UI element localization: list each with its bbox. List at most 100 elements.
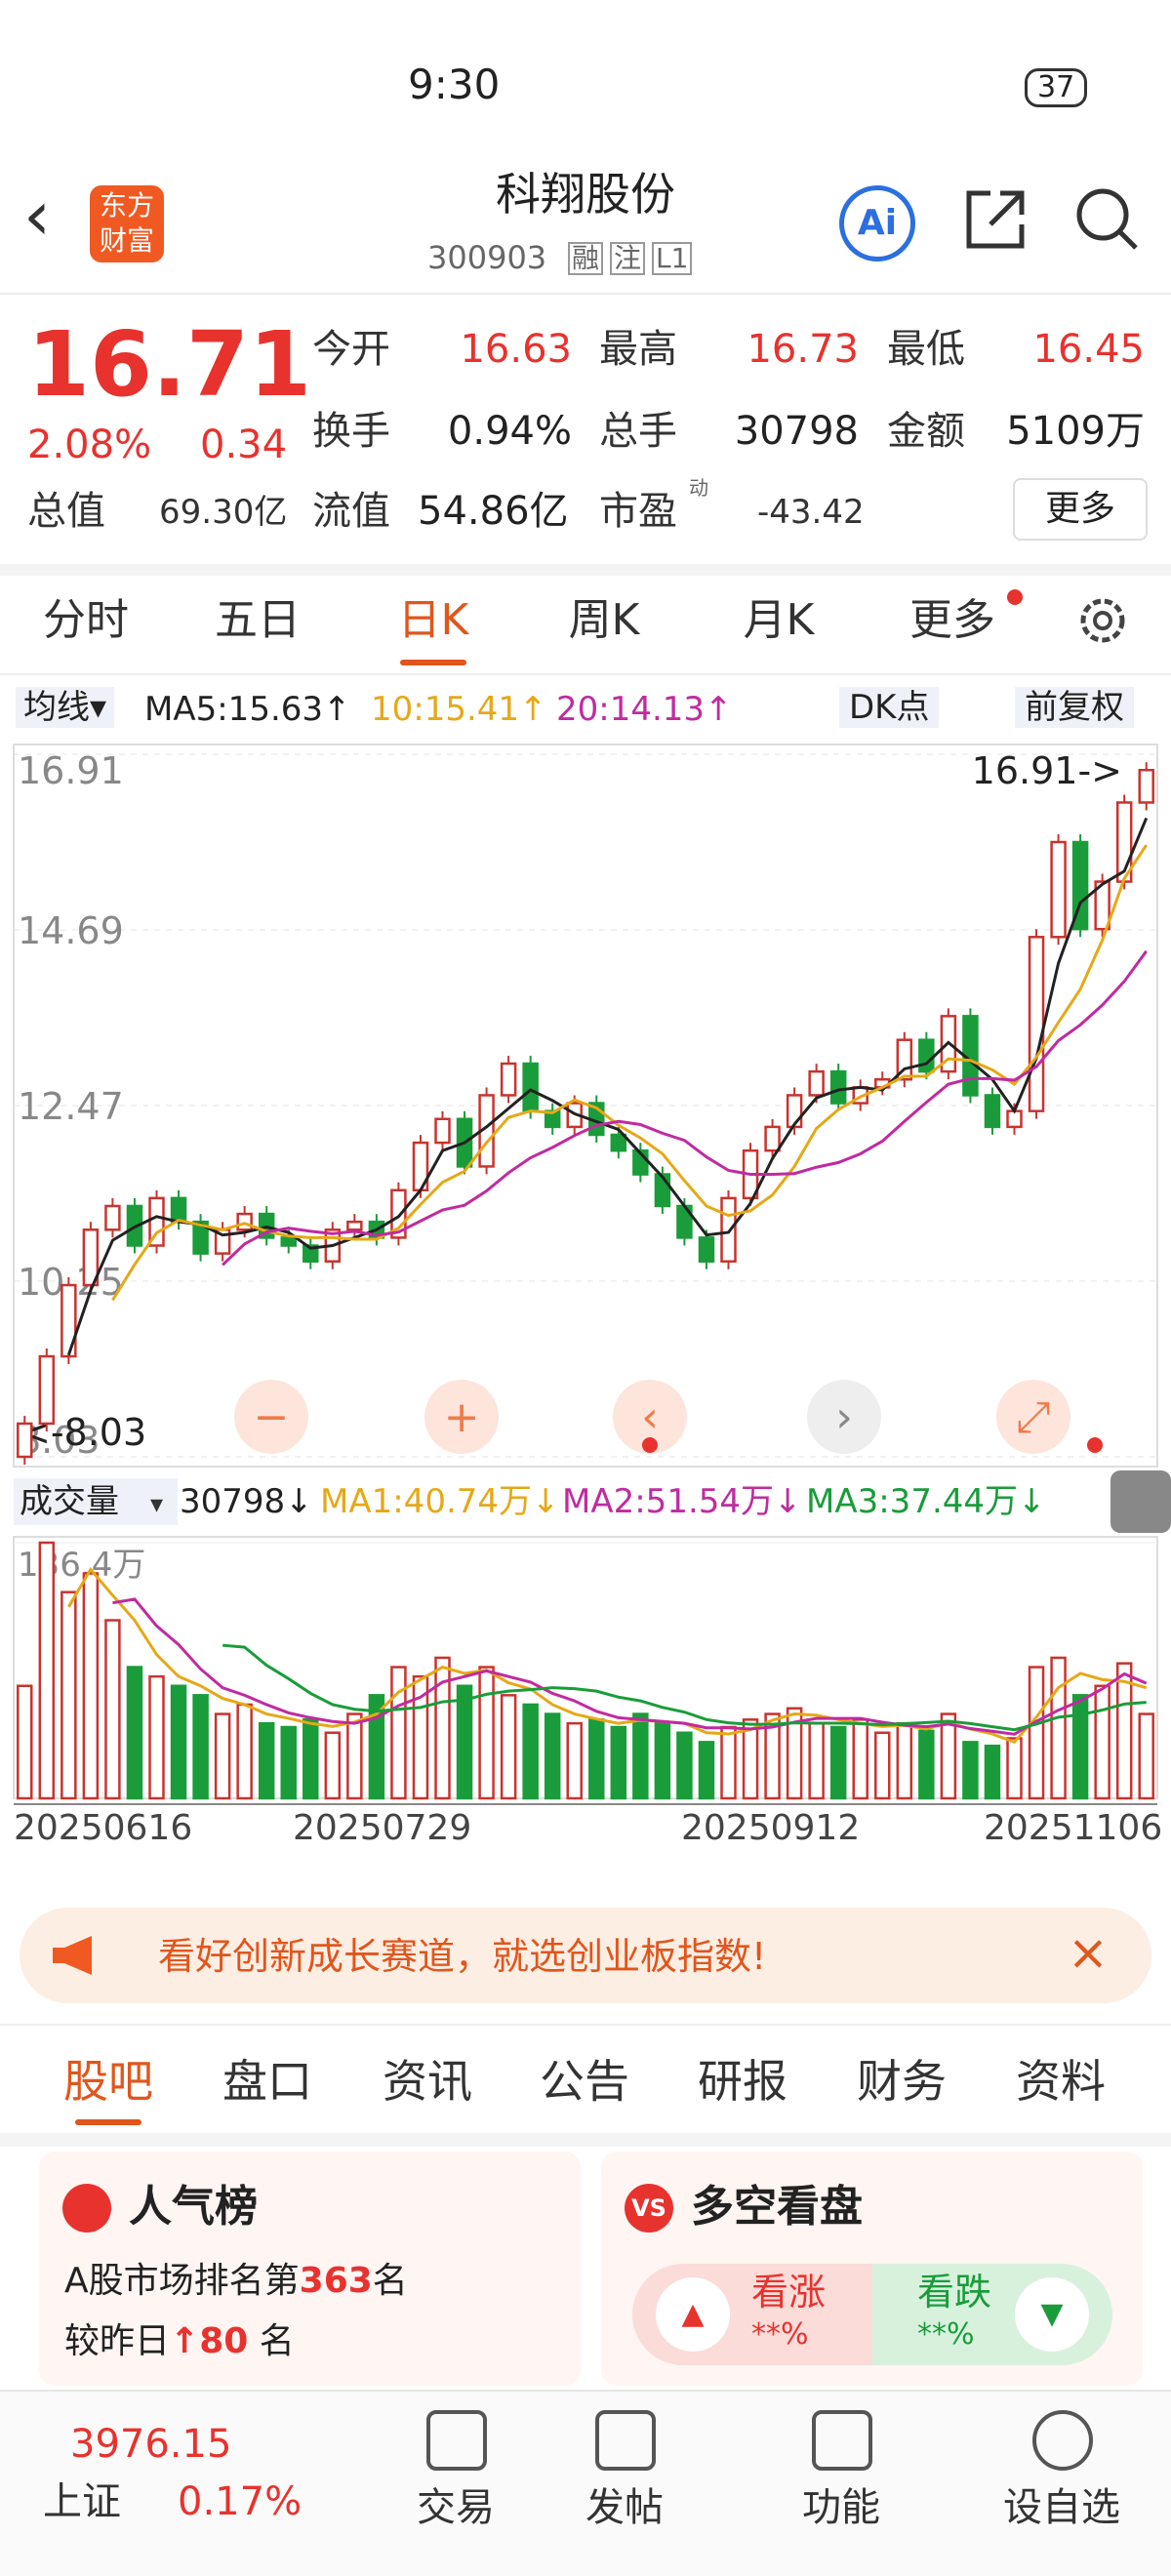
share-icon[interactable] [961,185,1030,254]
tab[interactable]: 分时 [43,595,129,645]
change: 0.34 [200,423,288,467]
control-button[interactable] [613,1380,687,1454]
popularity-card[interactable] [39,2152,581,2386]
nav-icon[interactable] [426,2410,487,2471]
candle [984,1094,1001,1129]
volume-bar [500,1694,517,1800]
control-button[interactable] [234,1380,308,1454]
annotation: 16.91-> [972,749,1122,792]
subtab[interactable]: 研报 [698,2055,787,2108]
candle [500,1062,517,1097]
index-value[interactable]: 3976.15 [70,2422,232,2467]
index-name[interactable]: 上证 [43,2479,121,2524]
adjust-button[interactable]: 前复权 [1015,687,1134,728]
candle [829,1069,847,1105]
value: 16.45 [1032,327,1145,372]
more-button[interactable]: 更多 [1013,478,1148,541]
control-icon: + [444,1392,480,1442]
volume-tick-label: 136.4万 [18,1546,145,1585]
control-button[interactable] [996,1380,1070,1454]
divider [0,673,1171,675]
ma5: MA5:15.63↑ [144,690,351,729]
volume-ma3-line [222,1643,1147,1732]
tab[interactable]: 五日 [215,595,301,645]
volume-bar [148,1674,165,1800]
tab[interactable]: 月K [743,595,815,645]
divider [0,2024,1171,2026]
tab[interactable]: 更多 [909,595,995,645]
nav-item[interactable]: 交易 [417,2485,495,2530]
date-label: 20250616 [14,1808,192,1848]
control-button[interactable] [424,1380,499,1454]
label: 动 [689,476,708,500]
value: 54.86亿 [418,489,569,534]
rank-icon [62,2184,111,2233]
divider [0,564,1171,576]
date-label: 20250729 [293,1808,471,1848]
candle [698,1236,715,1263]
nav-item[interactable]: 功能 [802,2485,880,2530]
back-button[interactable]: ‹ [23,176,51,256]
volume-bar [544,1712,561,1800]
ai-button[interactable]: Ai [839,185,915,262]
volume-bar [896,1721,913,1800]
y-tick-label: 12.47 [18,1085,124,1128]
dk-button[interactable]: DK点 [839,687,940,728]
candle [1138,768,1154,804]
volume-selector-bg[interactable] [14,1478,178,1525]
value: 16.63 [460,327,572,372]
subtab[interactable]: 盘口 [222,2055,312,2108]
volume-bar [280,1725,297,1800]
divider [0,293,1171,295]
y-tick-label: 14.69 [18,909,124,952]
candle [720,1196,737,1263]
volume-bar [610,1725,627,1800]
volume-bar [1050,1656,1067,1800]
ma20: 20:14.13↑ [556,690,733,729]
nav-icon[interactable] [1032,2410,1093,2471]
bull-value: **% [751,2317,809,2352]
index-change[interactable]: 0.17% [178,2479,303,2524]
subtab[interactable]: 公告 [540,2055,629,2108]
ma-selector[interactable]: 均线▾ [16,687,115,728]
banner[interactable] [20,1908,1151,2003]
volume-bar [1138,1712,1154,1800]
volume-bar [720,1725,737,1800]
search-icon[interactable] [1073,185,1142,254]
volume-bar [390,1666,407,1800]
bull-label: 看涨 [751,2271,827,2314]
settings-icon[interactable] [1073,591,1132,650]
value: 5109万 [1006,409,1145,454]
tab[interactable]: 日K [397,595,469,645]
subtab[interactable]: 资讯 [383,2055,472,2108]
red-dot [1087,1437,1103,1453]
nav-icon[interactable] [595,2410,656,2471]
red-dot [642,1437,658,1453]
control-icon: › [835,1392,853,1442]
collapse-button[interactable] [1110,1470,1171,1533]
ma10-line [111,844,1148,1302]
date-label: 20251106 [984,1808,1162,1848]
control-button[interactable] [807,1380,881,1454]
tab-underline [75,2119,141,2125]
card-title: 多空看盘 [691,2182,863,2232]
close-button[interactable]: × [1068,1924,1109,1981]
subtab[interactable]: 财务 [857,2055,947,2108]
volume-bar [368,1694,385,1800]
change-pct: 2.08% [27,423,152,467]
nav-item[interactable]: 发帖 [586,2485,664,2530]
volume-bar [764,1712,781,1800]
control-icon: ‹ [641,1392,659,1442]
nav-item[interactable]: 设自选 [1003,2485,1120,2530]
logo[interactable]: 东方财富 [90,185,164,262]
subtab[interactable]: 股吧 [63,2055,153,2108]
subtab[interactable]: 资料 [1016,2055,1106,2108]
volume-bar [434,1656,451,1800]
nav-icon[interactable] [812,2410,872,2471]
clock: 9:30 [408,60,501,108]
volume-bar [17,1684,33,1800]
label: 金额 [887,409,965,454]
tab[interactable]: 周K [568,595,640,645]
candle [434,1117,451,1145]
volume-bar [38,1541,56,1800]
